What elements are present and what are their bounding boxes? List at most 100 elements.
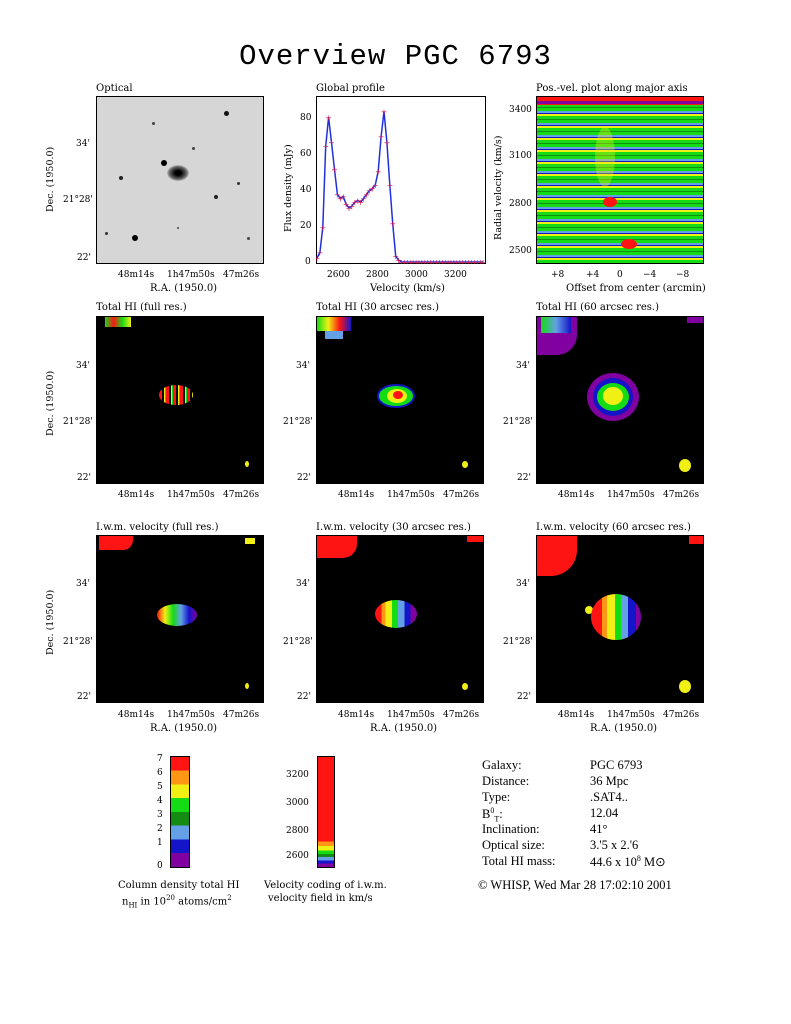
profile-point: + [386, 181, 393, 190]
profile-point: + [384, 138, 391, 147]
radial-tick: 2500 [509, 246, 532, 256]
velocity-colorbar: 3200 3000 2800 2600 [0, 756, 400, 876]
profile-point: + [401, 258, 408, 264]
profile-point: + [471, 258, 478, 264]
hi-60-map [536, 316, 704, 484]
profile-point: + [407, 258, 414, 264]
posvel-title: Pos.-vel. plot along major axis [536, 83, 688, 94]
copyright-footer: © WHISP, Wed Mar 28 17:02:10 2001 [478, 878, 672, 892]
distance-key: Distance: [482, 774, 530, 788]
density-tick: 1 [157, 838, 163, 848]
profile-point: + [349, 202, 356, 211]
profile-point: + [346, 204, 353, 213]
vel-60-title: I.w.m. velocity (60 arcsec res.) [536, 522, 691, 533]
profile-point: + [331, 165, 338, 174]
profile-point: + [398, 258, 405, 264]
profile-point: + [462, 258, 469, 264]
dec-tick: 34' [76, 361, 90, 371]
radial-tick: 3400 [509, 105, 532, 115]
ra-tick: 1h47m50s [387, 490, 435, 500]
ra-tick: 47m26s [663, 710, 700, 720]
velocity-tick: 2800 [286, 826, 309, 836]
ra-axis-label: R.A. (1950.0) [370, 723, 438, 734]
hi-mass-key: Total HI mass: [482, 854, 556, 868]
profile-point: + [448, 258, 455, 264]
profile-point: + [404, 258, 411, 264]
galaxy-value: PGC 6793 [590, 758, 643, 772]
density-tick: 2 [157, 824, 163, 834]
dec-tick: 21°28' [503, 637, 533, 647]
dec-tick: 34' [296, 579, 310, 589]
dec-tick: 22' [517, 692, 531, 702]
profile-point: + [416, 258, 423, 264]
dec-tick: 22' [517, 473, 531, 483]
offset-tick: −8 [676, 270, 690, 280]
dec-tick: 22' [77, 692, 91, 702]
profile-point: + [456, 258, 463, 264]
profile-point: + [436, 258, 443, 264]
type-value: .SAT4.. [590, 790, 628, 804]
dec-tick: 34' [296, 361, 310, 371]
profile-point: + [357, 198, 364, 207]
row2-dec-label: Dec. (1950.0) [45, 370, 56, 436]
offset-axis-label: Offset from center (arcmin) [566, 283, 706, 294]
profile-point: + [468, 258, 475, 264]
ra-tick: 48m14s [118, 490, 155, 500]
inclination-key: Inclination: [482, 822, 540, 836]
profile-point: + [325, 113, 332, 122]
profile-point: + [459, 258, 466, 264]
profile-point: + [352, 198, 359, 207]
ra-tick: 1h47m50s [607, 710, 655, 720]
profile-point: + [427, 258, 434, 264]
hi-full-map [96, 316, 264, 484]
bt-value: 12.04 [590, 806, 619, 820]
dec-tick: 34' [516, 361, 530, 371]
density-tick: 4 [157, 796, 163, 806]
vel-tick: 2600 [327, 270, 350, 280]
page-title: Overview PGC 6793 [239, 40, 552, 73]
profile-point: + [316, 254, 320, 263]
velocity-axis-label: Velocity (km/s) [370, 283, 445, 294]
radial-axis-label: Radial velocity (km/s) [493, 135, 504, 240]
ra-tick: 47m26s [223, 490, 260, 500]
vel-tick: 3200 [444, 270, 467, 280]
dec-tick: 34' [76, 579, 90, 589]
vel-tick: 3000 [405, 270, 428, 280]
dec-tick: 22' [77, 253, 91, 263]
profile-point: + [410, 258, 417, 264]
profile-point: + [424, 258, 431, 264]
offset-tick: −4 [643, 270, 657, 280]
bt-key: B0T: [482, 806, 503, 824]
profile-point: + [465, 258, 472, 264]
optical-size-key: Optical size: [482, 838, 545, 852]
profile-point: + [474, 258, 481, 264]
vel-full-map [96, 535, 264, 703]
profile-point: + [366, 187, 373, 196]
offset-tick: +4 [586, 270, 600, 280]
dec-tick: 34' [76, 139, 90, 149]
dec-tick: 21°28' [63, 417, 93, 427]
ra-tick: 1h47m50s [167, 710, 215, 720]
profile-point: + [360, 194, 367, 203]
profile-point: + [328, 138, 335, 147]
ra-tick: 48m14s [118, 270, 155, 280]
dec-tick: 21°28' [283, 637, 313, 647]
type-key: Type: [482, 790, 511, 804]
optical-size-value: 3.'5 x 2.'6 [590, 838, 639, 852]
profile-point: + [389, 219, 396, 228]
ra-tick: 47m26s [223, 710, 260, 720]
profile-line [316, 111, 484, 263]
ra-tick: 47m26s [223, 270, 260, 280]
profile-point: + [433, 258, 440, 264]
flux-axis-label: Flux density (mJy) [283, 144, 294, 232]
hi-30-title: Total HI (30 arcsec res.) [316, 302, 440, 313]
radial-tick: 2800 [509, 199, 532, 209]
galaxy-info: Galaxy: PGC 6793 Distance: 36 Mpc Type: … [482, 758, 742, 870]
profile-title: Global profile [316, 83, 385, 94]
profile-point: + [395, 256, 402, 264]
profile-point: + [372, 181, 379, 190]
hi-mass-value: 44.6 x 108 M⊙ [590, 854, 666, 870]
flux-tick: 80 [300, 113, 312, 123]
profile-point: + [419, 258, 426, 264]
optical-title: Optical [96, 83, 133, 94]
